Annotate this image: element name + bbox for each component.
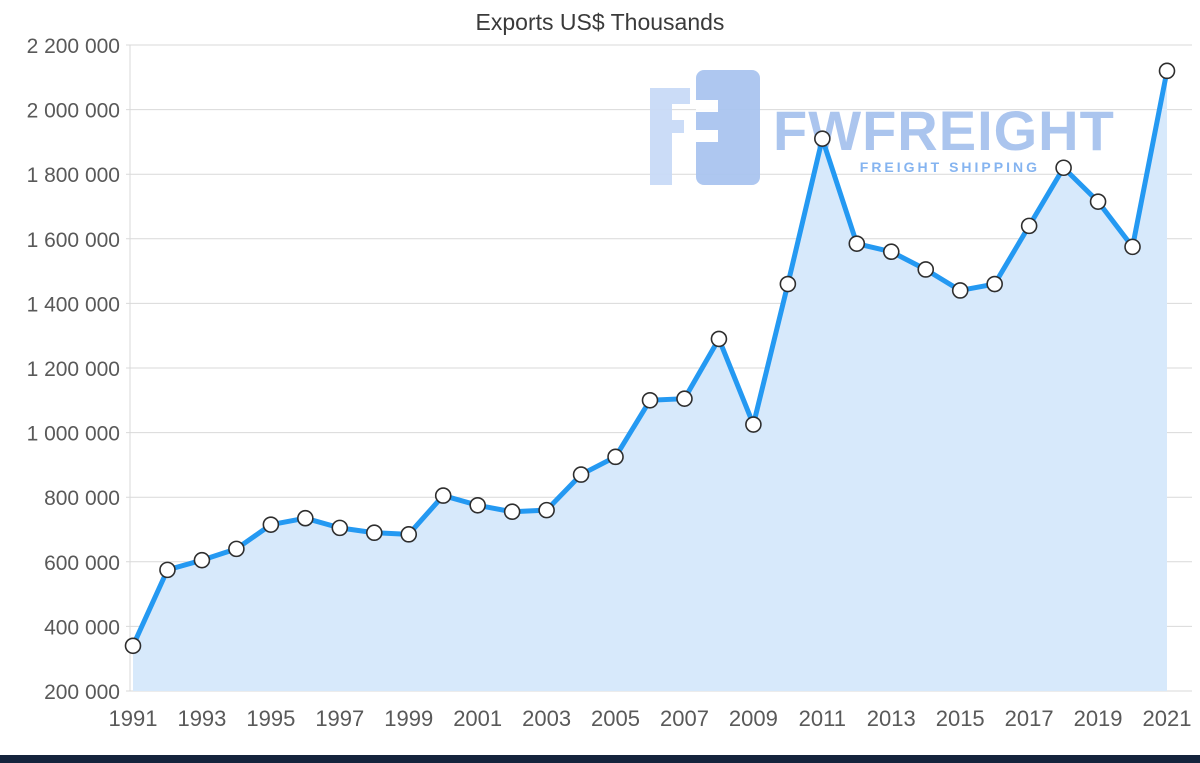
- y-axis-tick-label: 800 000: [44, 487, 120, 510]
- data-point-marker: [814, 130, 831, 147]
- fwfreight-logo-icon: [650, 70, 760, 185]
- data-point-marker: [607, 448, 624, 466]
- data-point-marker: [434, 487, 452, 504]
- y-axis-tick-label: 2 200 000: [27, 35, 120, 58]
- data-point-marker: [124, 637, 142, 655]
- x-axis-tick-label: 2001: [453, 706, 502, 731]
- x-axis-tick-label: 2017: [1005, 706, 1054, 731]
- x-axis-tick-label: 1999: [384, 706, 433, 731]
- x-axis-tick-label: 1995: [246, 706, 295, 731]
- x-axis-tick-label: 2009: [729, 706, 778, 731]
- data-point-marker: [159, 561, 176, 579]
- data-point-marker: [1089, 193, 1107, 210]
- x-axis-tick-label: 2005: [591, 706, 640, 731]
- data-point-marker: [538, 501, 555, 519]
- data-point-marker: [848, 235, 866, 252]
- y-axis-tick-label: 400 000: [44, 616, 120, 639]
- x-axis-tick-label: 2013: [867, 706, 916, 731]
- data-point-marker: [986, 275, 1003, 293]
- x-axis-tick-label: 1991: [109, 706, 158, 731]
- y-axis-tick-label: 1 400 000: [27, 293, 120, 316]
- data-point-marker: [882, 243, 900, 261]
- bottom-bar: [0, 755, 1200, 763]
- data-point-marker: [400, 526, 418, 543]
- x-axis-tick-label: 2011: [799, 706, 846, 731]
- data-point-marker: [297, 509, 314, 527]
- data-point-marker: [503, 503, 521, 521]
- data-point-marker: [365, 524, 383, 542]
- x-axis-tick-label: 1997: [315, 706, 364, 731]
- watermark-tagline-text: FREIGHT SHIPPING: [860, 159, 1040, 175]
- data-point-marker: [1020, 217, 1038, 235]
- data-point-marker: [1055, 159, 1072, 177]
- data-point-marker: [641, 391, 659, 409]
- x-axis-tick-label: 2007: [660, 706, 709, 731]
- data-point-marker: [1158, 62, 1176, 80]
- data-point-marker: [193, 551, 211, 569]
- watermark: FWFREIGHT FREIGHT SHIPPING: [650, 70, 1115, 185]
- watermark-brand-text: FWFREIGHT: [773, 99, 1115, 162]
- data-point-marker: [262, 516, 280, 533]
- y-axis-tick-label: 1 600 000: [27, 229, 120, 252]
- data-point-marker: [951, 282, 969, 299]
- y-axis-tick-label: 1 000 000: [27, 423, 120, 446]
- series-layer: [124, 62, 1176, 692]
- x-axis-tick-label: 1993: [177, 706, 226, 731]
- data-point-marker: [745, 416, 762, 433]
- x-axis-tick-label: 2021: [1143, 706, 1192, 731]
- y-axis-tick-label: 2 000 000: [27, 100, 120, 123]
- data-point-marker: [1124, 238, 1141, 256]
- data-point-marker: [779, 275, 797, 293]
- y-axis-tick-label: 200 000: [44, 681, 120, 704]
- y-axis-tick-label: 1 200 000: [27, 358, 120, 381]
- data-point-marker: [710, 330, 728, 348]
- data-point-marker: [572, 466, 590, 483]
- data-point-marker: [917, 261, 935, 278]
- data-point-marker: [676, 390, 693, 407]
- x-axis-tick-label: 2019: [1074, 706, 1123, 731]
- data-point-marker: [228, 540, 245, 558]
- y-axis-tick-label: 1 800 000: [27, 164, 120, 187]
- data-point-marker: [469, 496, 486, 514]
- data-point-marker: [331, 519, 349, 537]
- x-axis-tick-label: 2015: [936, 706, 985, 731]
- chart-title: Exports US$ Thousands: [475, 9, 725, 35]
- y-axis-tick-label: 600 000: [44, 552, 120, 575]
- x-axis-tick-label: 2003: [522, 706, 571, 731]
